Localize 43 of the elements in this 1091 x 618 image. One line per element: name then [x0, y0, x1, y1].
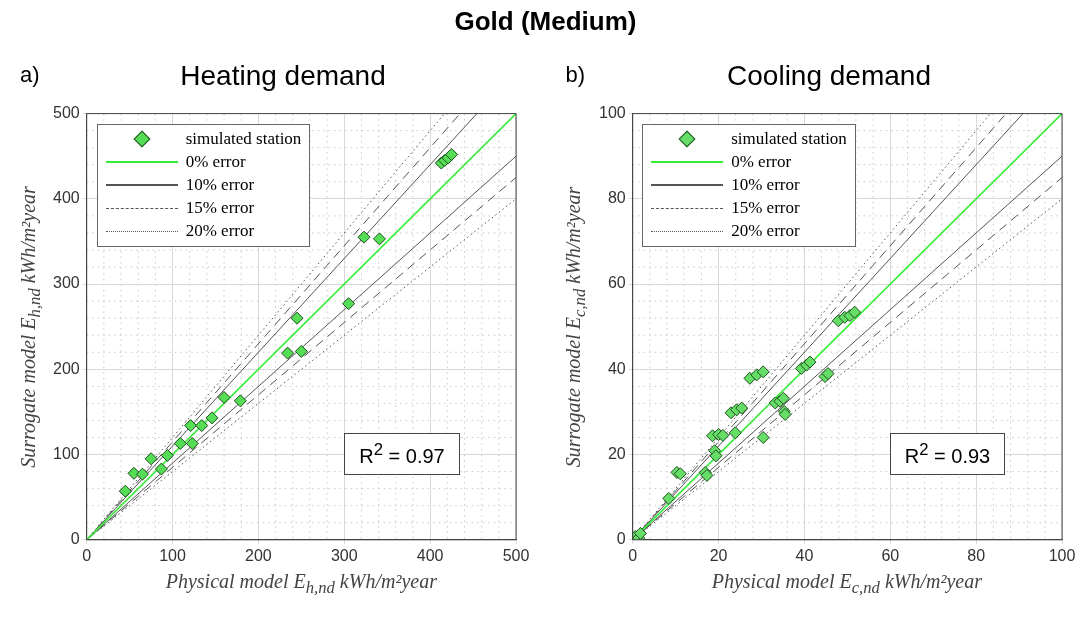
x-tick-label: 200: [245, 546, 272, 564]
x-tick-label: 400: [416, 546, 444, 564]
legend-label: 15% error: [185, 198, 255, 219]
legend-label: 0% error: [185, 152, 246, 173]
x-tick-label: 20: [709, 546, 728, 564]
legend-label: simulated station: [731, 129, 847, 150]
y-tick-label: 100: [598, 104, 626, 122]
legend-label: 20% error: [185, 221, 255, 242]
y-tick-label: 60: [607, 274, 626, 292]
x-tick-label: 0: [82, 546, 92, 564]
y-tick-label: 100: [52, 444, 80, 462]
text: b): [565, 62, 586, 88]
x-axis-title: Physical model E$_{h,nd}$ kWh/m²year: [165, 569, 437, 598]
y-tick-label: 200: [52, 359, 80, 377]
y-tick-label: 300: [52, 274, 80, 292]
annotation: R$^{2}$ = 0.93: [889, 433, 1006, 475]
legend-label: 20% error: [731, 221, 800, 242]
x-tick-label: 100: [1048, 546, 1075, 564]
y-tick-label: 500: [52, 104, 80, 122]
chart-title: Cooling demand: [726, 59, 931, 91]
x-tick-label: 60: [880, 546, 899, 564]
legend-label: 15% error: [731, 198, 800, 219]
legend-label: 0% error: [731, 152, 792, 173]
annotation: R$^{2}$ = 0.97: [344, 433, 460, 475]
y-tick-label: 40: [607, 359, 626, 377]
y-tick-label: 80: [607, 189, 626, 207]
legend-label: 10% error: [185, 175, 255, 196]
y-tick-label: 20: [607, 444, 626, 462]
text: Gold (Medium): [454, 6, 637, 36]
text: a): [20, 62, 40, 88]
x-axis-title: Physical model E$_{c,nd}$ kWh/m²year: [711, 569, 982, 598]
y-tick-label: 0: [70, 530, 80, 548]
x-tick-label: 100: [159, 546, 186, 564]
x-tick-label: 80: [966, 546, 985, 564]
x-tick-label: 300: [330, 546, 358, 564]
x-tick-label: 40: [795, 546, 813, 564]
y-tick-label: 400: [52, 189, 80, 207]
x-tick-label: 0: [627, 546, 637, 564]
legend-label: 10% error: [731, 175, 800, 196]
y-tick-label: 0: [616, 530, 626, 548]
legend-label: simulated station: [185, 129, 302, 150]
chart-title: Heating demand: [180, 59, 386, 91]
x-tick-label: 500: [502, 546, 530, 564]
